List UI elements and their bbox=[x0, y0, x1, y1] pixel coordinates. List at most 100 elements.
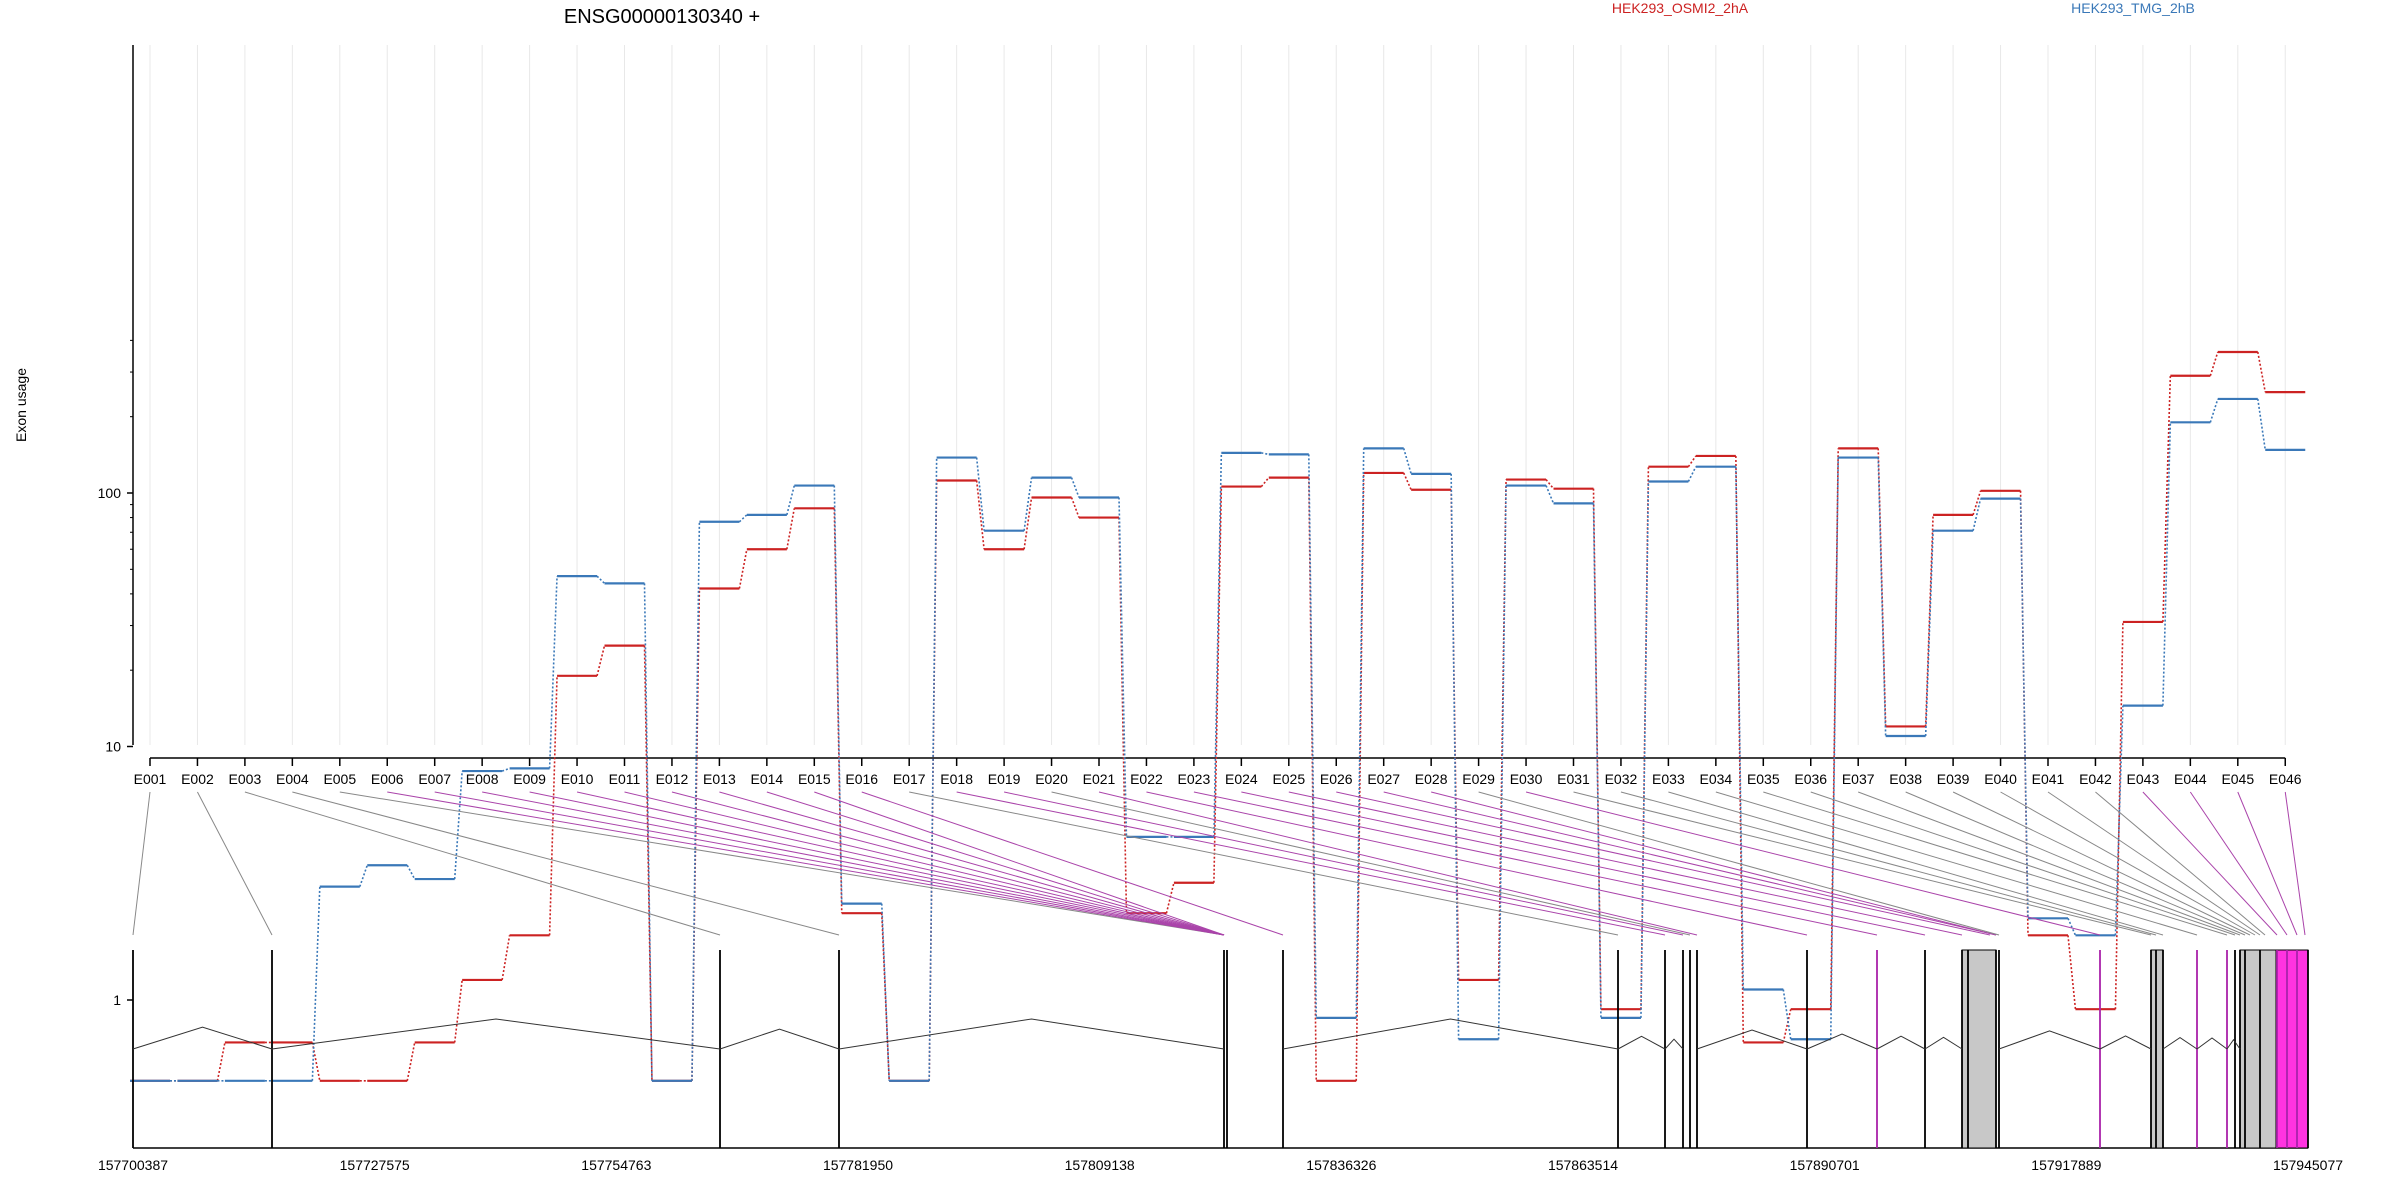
series-connector bbox=[311, 886, 321, 1081]
y-axis-label: Exon usage bbox=[13, 368, 29, 442]
series-connector bbox=[2114, 621, 2124, 1010]
series-connector bbox=[453, 979, 463, 1043]
genomic-tick-label: 157836326 bbox=[1306, 1157, 1376, 1173]
intron-line bbox=[1696, 1029, 1808, 1050]
x-tick-label: E022 bbox=[1130, 771, 1163, 787]
series-connector bbox=[738, 514, 748, 523]
exon-connector bbox=[1858, 791, 2241, 936]
plot-axes: 1 10 100 bbox=[98, 45, 2286, 1008]
series-connector bbox=[786, 508, 796, 550]
series-connector bbox=[216, 1042, 226, 1081]
exon-connector bbox=[1146, 791, 1808, 936]
series-connector bbox=[2019, 490, 2029, 936]
genomic-tick-label: 157863514 bbox=[1548, 1157, 1618, 1173]
series-connector bbox=[1687, 455, 1697, 468]
x-tick-label: E033 bbox=[1652, 771, 1685, 787]
legend-entry-osmi2: HEK293_OSMI2_2hA bbox=[1612, 0, 1749, 16]
series-connector bbox=[2162, 375, 2172, 622]
exon-connector bbox=[434, 791, 1225, 936]
genomic-tick-label: 157809138 bbox=[1065, 1157, 1135, 1173]
series-connector bbox=[691, 521, 701, 1081]
x-tick-label: E005 bbox=[323, 771, 356, 787]
x-tick-label: E043 bbox=[2127, 771, 2160, 787]
series-connector bbox=[833, 485, 843, 904]
series-connector bbox=[1402, 448, 1412, 475]
exon-connector bbox=[2047, 791, 2261, 936]
intron-line bbox=[719, 1028, 840, 1050]
x-tick-label: E030 bbox=[1510, 771, 1543, 787]
series-connector bbox=[1877, 457, 1887, 737]
exon-connector bbox=[1288, 791, 1963, 936]
series-connector bbox=[1545, 485, 1555, 504]
series-connector bbox=[1782, 1009, 1792, 1043]
x-tick-label: E024 bbox=[1225, 771, 1258, 787]
series-connector bbox=[1829, 457, 1839, 1040]
series-connector bbox=[1213, 452, 1223, 837]
series-connector bbox=[2257, 398, 2267, 450]
series-connector bbox=[1355, 472, 1365, 1081]
intron-line bbox=[838, 1018, 1225, 1050]
intron-line bbox=[1806, 1033, 1878, 1050]
series-connector bbox=[406, 1042, 416, 1081]
series-connector bbox=[975, 480, 985, 550]
exon-connector bbox=[132, 791, 151, 936]
genomic-tick-label: 157727575 bbox=[340, 1157, 410, 1173]
exon-block bbox=[2275, 949, 2309, 1149]
exon-connector bbox=[292, 791, 840, 936]
exon-connector bbox=[1952, 791, 2251, 936]
x-tick-label: E016 bbox=[845, 771, 878, 787]
intron-line bbox=[132, 1026, 273, 1050]
x-tick-label: E017 bbox=[893, 771, 926, 787]
series-connector bbox=[548, 576, 558, 769]
exon-connector bbox=[2189, 791, 2288, 936]
x-tick-label: E028 bbox=[1415, 771, 1448, 787]
exon-connector bbox=[1620, 791, 2157, 936]
series-connector bbox=[2067, 935, 2077, 1010]
series-lines bbox=[130, 350, 2306, 1082]
exon-connector bbox=[197, 791, 273, 936]
exon-connector bbox=[482, 791, 1225, 936]
series-connector bbox=[2162, 422, 2172, 706]
exon-connector bbox=[1431, 791, 1997, 936]
exon-connector bbox=[2095, 791, 2266, 936]
x-tick-label: E007 bbox=[418, 771, 451, 787]
series-connector bbox=[975, 457, 985, 531]
exon-connector bbox=[2000, 791, 2256, 936]
exon-connector bbox=[671, 791, 1225, 936]
exon-connector bbox=[576, 791, 1225, 936]
exon-connector bbox=[1763, 791, 2228, 936]
series-connector bbox=[406, 864, 416, 880]
series-connector bbox=[2067, 917, 2077, 936]
exon-connector bbox=[1193, 791, 1878, 936]
y-tick-label: 10 bbox=[105, 739, 121, 755]
series-connector bbox=[1023, 477, 1033, 531]
series-connector bbox=[1450, 473, 1460, 1040]
x-tick-label: E002 bbox=[181, 771, 214, 787]
exon-connector bbox=[624, 791, 1225, 936]
exon-connector bbox=[956, 791, 1666, 936]
exon-connector bbox=[909, 791, 1619, 936]
series-connector bbox=[2209, 398, 2219, 423]
series-connector bbox=[738, 549, 748, 589]
series-connector bbox=[1782, 989, 1792, 1040]
x-tick-label: E040 bbox=[1984, 771, 2017, 787]
x-tick-label: E032 bbox=[1605, 771, 1638, 787]
x-tick-label: E031 bbox=[1557, 771, 1590, 787]
x-tick-label: E037 bbox=[1842, 771, 1875, 787]
x-tick-label: E025 bbox=[1272, 771, 1305, 787]
exon-connector bbox=[2142, 791, 2278, 936]
intron-line bbox=[1924, 1036, 1963, 1050]
x-tick-label: E009 bbox=[513, 771, 546, 787]
series-connector bbox=[880, 903, 890, 1081]
x-tick-label: E046 bbox=[2269, 771, 2302, 787]
x-tick-label: E004 bbox=[276, 771, 309, 787]
exon-connector bbox=[2284, 791, 2306, 936]
series-connector bbox=[1402, 472, 1412, 491]
exon-connector bbox=[719, 791, 1225, 936]
exon-connector bbox=[529, 791, 1225, 936]
exon-connector bbox=[1336, 791, 1991, 936]
intron-line bbox=[1876, 1035, 1926, 1050]
genomic-tick-label: 157754763 bbox=[581, 1157, 651, 1173]
x-tick-label: E038 bbox=[1889, 771, 1922, 787]
